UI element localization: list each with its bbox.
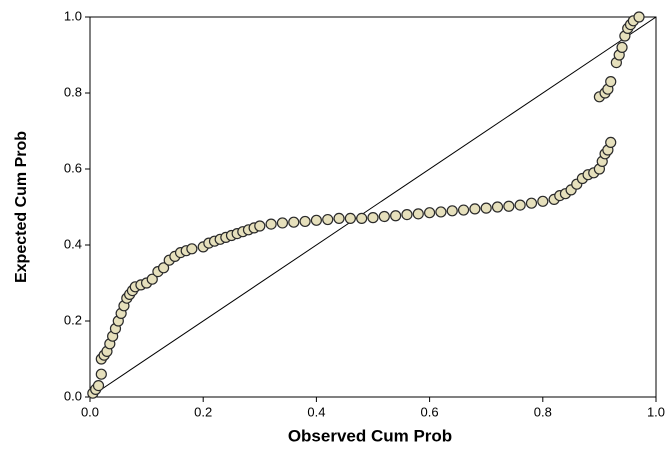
chart: Observed Cum Prob Expected Cum Prob 0.00… bbox=[0, 0, 670, 450]
x-axis-title: Observed Cum Prob bbox=[288, 426, 452, 445]
y-tick-label: 0.6 bbox=[64, 160, 82, 175]
point bbox=[459, 205, 469, 215]
point bbox=[311, 215, 321, 225]
point bbox=[493, 202, 503, 212]
x-tick-label: 1.0 bbox=[647, 404, 665, 419]
x-tick-label: 0.4 bbox=[307, 404, 325, 419]
point bbox=[413, 209, 423, 219]
y-tick-label: 1.0 bbox=[64, 8, 82, 23]
point bbox=[379, 212, 389, 222]
x-tick-label: 0.2 bbox=[194, 404, 212, 419]
point bbox=[277, 218, 287, 228]
point bbox=[402, 210, 412, 220]
point bbox=[391, 211, 401, 221]
point bbox=[368, 213, 378, 223]
point bbox=[481, 203, 491, 213]
point bbox=[634, 12, 644, 22]
point bbox=[617, 42, 627, 52]
point bbox=[345, 213, 355, 223]
x-tick-label: 0.0 bbox=[81, 404, 99, 419]
point bbox=[515, 200, 525, 210]
y-tick-label: 0.2 bbox=[64, 312, 82, 327]
reference-line bbox=[90, 17, 656, 397]
point bbox=[289, 217, 299, 227]
point bbox=[300, 216, 310, 226]
x-tick-label: 0.8 bbox=[534, 404, 552, 419]
point bbox=[526, 198, 536, 208]
y-tick-label: 0.4 bbox=[64, 236, 82, 251]
point bbox=[93, 381, 103, 391]
point bbox=[436, 207, 446, 217]
point bbox=[425, 208, 435, 218]
point bbox=[470, 204, 480, 214]
point bbox=[323, 215, 333, 225]
y-tick-label: 0.8 bbox=[64, 84, 82, 99]
point bbox=[334, 213, 344, 223]
point bbox=[538, 196, 548, 206]
y-axis-title: Expected Cum Prob bbox=[13, 131, 30, 283]
x-tick-label: 0.6 bbox=[421, 404, 439, 419]
point bbox=[504, 201, 514, 211]
point bbox=[266, 219, 276, 229]
point bbox=[447, 206, 457, 216]
point bbox=[255, 221, 265, 231]
point bbox=[187, 244, 197, 254]
point bbox=[606, 77, 616, 87]
point bbox=[357, 213, 367, 223]
point bbox=[96, 369, 106, 379]
point bbox=[606, 137, 616, 147]
y-tick-label: 0.0 bbox=[64, 388, 82, 403]
